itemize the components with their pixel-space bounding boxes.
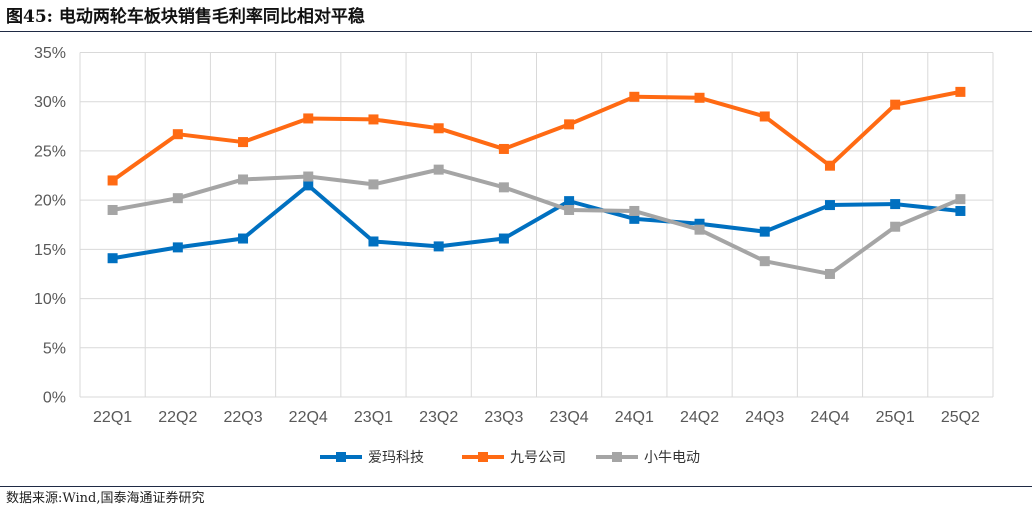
title-rule <box>0 31 1032 32</box>
data-point <box>759 226 770 237</box>
series-0 <box>107 180 966 264</box>
data-point <box>694 218 705 229</box>
x-tick-label: 22Q1 <box>93 409 132 426</box>
x-tick-label: 22Q3 <box>223 409 262 426</box>
data-point <box>107 204 118 215</box>
x-tick-label: 24Q4 <box>810 409 849 426</box>
x-tick-label: 24Q2 <box>680 409 719 426</box>
y-tick-label: 5% <box>43 340 66 357</box>
data-point <box>694 224 705 235</box>
x-tick-label: 23Q4 <box>550 409 589 426</box>
y-tick-label: 20% <box>34 193 66 210</box>
series-1 <box>107 86 966 186</box>
data-point <box>955 86 966 97</box>
data-point <box>890 199 901 210</box>
data-point <box>433 164 444 175</box>
data-point <box>629 91 640 102</box>
data-point <box>172 193 183 204</box>
data-point <box>303 113 314 124</box>
data-point <box>368 179 379 190</box>
data-point <box>498 143 509 154</box>
legend-layer: 爱玛科技 九号公司 小牛电动 <box>320 450 700 466</box>
data-point <box>824 160 835 171</box>
data-point <box>303 171 314 182</box>
source-rule <box>0 486 1032 487</box>
data-point <box>564 204 575 215</box>
data-point <box>694 92 705 103</box>
data-point <box>629 205 640 216</box>
legend-marker <box>336 452 346 462</box>
data-point <box>238 233 249 244</box>
data-point <box>890 221 901 232</box>
x-tick-label: 25Q1 <box>876 409 915 426</box>
x-tick-label: 22Q2 <box>158 409 197 426</box>
line-chart: 0% 5% 10% 15% 20% 25% 30% 35% 22Q1 22Q2 22Q3 22Q4 23… <box>34 45 994 466</box>
data-point <box>368 236 379 247</box>
x-tick-label: 23Q2 <box>419 409 458 426</box>
data-point <box>107 175 118 186</box>
data-point <box>824 268 835 279</box>
data-point <box>433 123 444 134</box>
legend-label: 小牛电动 <box>644 450 700 466</box>
legend-label: 九号公司 <box>510 450 566 466</box>
series-2 <box>107 164 966 279</box>
y-tick-label: 15% <box>34 242 66 259</box>
series-line <box>110 89 963 183</box>
series-line <box>110 183 963 261</box>
series-layer <box>107 86 966 279</box>
series-line <box>110 167 963 276</box>
data-point <box>824 200 835 211</box>
grid-layer <box>79 52 994 398</box>
legend-entry: 小牛电动 <box>596 450 700 466</box>
x-tick-label: 23Q1 <box>354 409 393 426</box>
x-tick-label: 24Q1 <box>615 409 654 426</box>
y-tick-label: 0% <box>43 390 66 407</box>
data-point <box>172 242 183 253</box>
data-point <box>238 137 249 148</box>
y-tick-label: 25% <box>34 143 66 160</box>
x-tick-label: 25Q2 <box>941 409 980 426</box>
x-tick-label: 22Q4 <box>289 409 328 426</box>
data-point <box>368 114 379 125</box>
data-point <box>433 241 444 252</box>
data-point <box>564 196 575 207</box>
legend-marker <box>478 452 488 462</box>
y-tick-label: 30% <box>34 94 66 111</box>
data-point <box>955 205 966 216</box>
data-point <box>890 99 901 110</box>
figure-source: 数据来源:Wind,国泰海通证券研究 <box>6 491 205 506</box>
data-point <box>498 182 509 193</box>
data-point <box>564 119 575 130</box>
legend-entry: 爱玛科技 <box>320 450 424 466</box>
data-point <box>172 129 183 140</box>
data-point <box>303 180 314 191</box>
legend-marker <box>612 452 622 462</box>
data-point <box>238 174 249 185</box>
x-tick-label: 23Q3 <box>484 409 523 426</box>
y-tick-label: 35% <box>34 45 66 62</box>
x-tick-label: 24Q3 <box>745 409 784 426</box>
axis-layer: 0% 5% 10% 15% 20% 25% 30% 35% 22Q1 22Q2 22Q3 22Q4 23… <box>34 45 980 426</box>
legend-label: 爱玛科技 <box>368 450 424 466</box>
y-tick-label: 10% <box>34 291 66 308</box>
data-point <box>955 194 966 205</box>
data-point <box>107 253 118 264</box>
data-point <box>498 233 509 244</box>
legend-entry: 九号公司 <box>462 450 566 466</box>
data-point <box>759 111 770 122</box>
data-point <box>759 256 770 267</box>
data-point <box>629 213 640 224</box>
figure-title: 图45: 电动两轮车板块销售毛利率同比相对平稳 <box>6 7 365 27</box>
